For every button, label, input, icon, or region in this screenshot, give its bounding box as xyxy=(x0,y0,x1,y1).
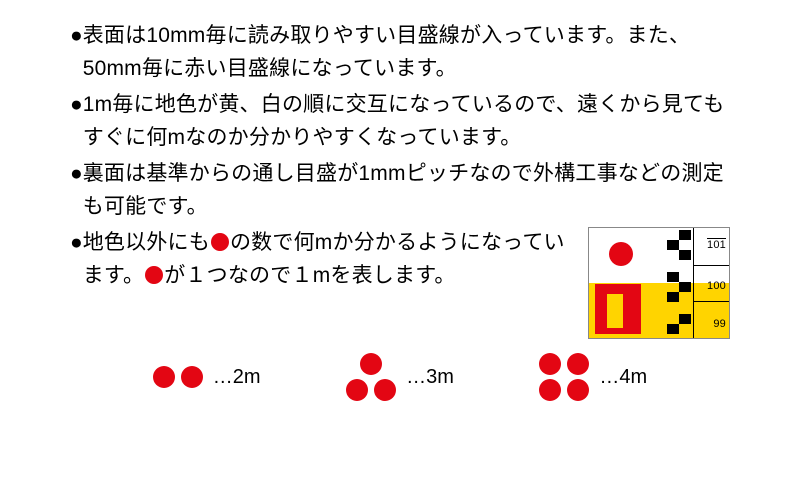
dot-count-legend: …2m …3m …4m xyxy=(70,353,730,401)
dot-cluster-icon xyxy=(539,353,589,401)
bullet-text: 1m毎に地色が黄、白の順に交互になっているので、遠くから見てもすぐに何mなのか分… xyxy=(83,89,730,154)
legend-item-4m: …4m xyxy=(539,353,647,401)
ruler-thumbnail: 101 100 99 xyxy=(588,227,730,339)
legend-label: …2m xyxy=(213,366,261,389)
inline-red-dot-icon xyxy=(145,266,163,284)
ruler-label: 101 xyxy=(707,237,726,254)
bullet-marker: ● xyxy=(70,20,83,85)
ruler-label: 100 xyxy=(707,278,726,295)
bullet-marker: ● xyxy=(70,158,83,223)
bullet-text: 裏面は基準からの通し目盛が1mmピッチなので外構工事などの測定も可能です。 xyxy=(83,158,730,223)
bullet-item-1: ●表面は10mm毎に読み取りやすい目盛線が入っています。また、50mm毎に赤い目… xyxy=(70,20,730,85)
red-dot-icon xyxy=(609,242,633,266)
dot-cluster-icon xyxy=(346,353,396,401)
legend-label: …4m xyxy=(599,366,647,389)
ruler-ticks: 101 100 99 xyxy=(693,228,729,338)
bullet-item-3: ●裏面は基準からの通し目盛が1mmピッチなので外構工事などの測定も可能です。 xyxy=(70,158,730,223)
bullet-text: 表面は10mm毎に読み取りやすい目盛線が入っています。また、50mm毎に赤い目盛… xyxy=(83,20,730,85)
dot-cluster-icon xyxy=(153,366,203,388)
bullet-item-2: ●1m毎に地色が黄、白の順に交互になっているので、遠くから見てもすぐに何mなのか… xyxy=(70,89,730,154)
legend-item-3m: …3m xyxy=(346,353,454,401)
feature-description: ●表面は10mm毎に読み取りやすい目盛線が入っています。また、50mm毎に赤い目… xyxy=(0,0,800,411)
legend-item-2m: …2m xyxy=(153,353,261,401)
checker-pattern xyxy=(667,228,692,338)
legend-label: …3m xyxy=(406,366,454,389)
digit-one-icon xyxy=(595,284,641,334)
bullet-item-4: ●地色以外にもの数で何mか分かるようになっています。が１つなので１mを表します。… xyxy=(70,227,730,339)
ruler-label: 99 xyxy=(713,316,726,333)
inline-red-dot-icon xyxy=(211,233,229,251)
bullet-text: 地色以外にもの数で何mか分かるようになっています。が１つなので１mを表します。1… xyxy=(83,227,730,339)
bullet-marker: ● xyxy=(70,89,83,154)
bullet-marker: ● xyxy=(70,227,83,339)
